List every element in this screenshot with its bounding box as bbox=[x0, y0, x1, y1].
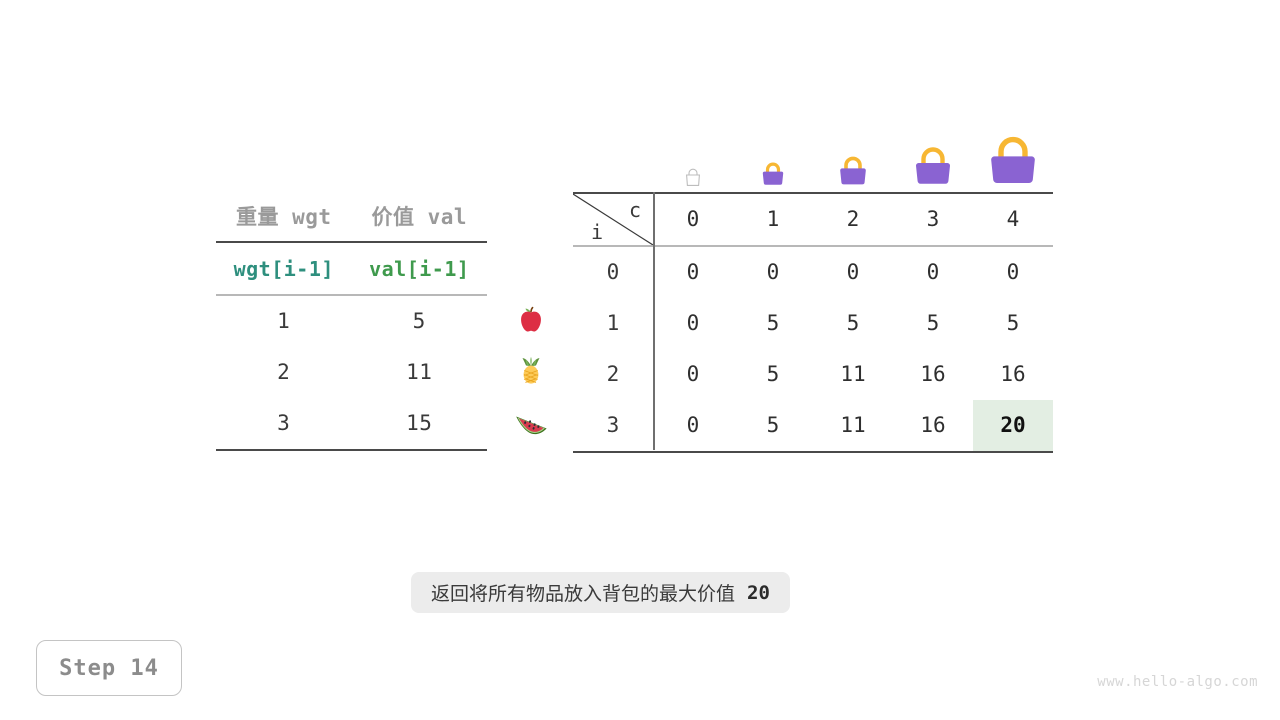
dp-row-axis-label: i bbox=[591, 220, 604, 244]
caption-value: 20 bbox=[747, 581, 770, 604]
dp-col-header-0: 0 bbox=[686, 207, 700, 231]
dp-cell-1-4: 5 bbox=[1006, 310, 1020, 335]
dp-cell-1-0: 0 bbox=[686, 310, 700, 335]
dp-col-axis-label: c bbox=[628, 198, 641, 222]
dp-cell-3-0: 0 bbox=[686, 412, 700, 437]
items-table-subheader-row: wgt[i-1] val[i-1] bbox=[216, 243, 487, 294]
bag-empty-icon bbox=[653, 125, 733, 187]
dp-row-index-0: 0 bbox=[606, 260, 620, 284]
dp-rule-top bbox=[573, 192, 1053, 194]
items-subheader-wgt: wgt[i-1] bbox=[233, 256, 334, 281]
watermelon-icon bbox=[508, 396, 554, 447]
bag-size-4-icon bbox=[973, 125, 1053, 187]
dp-vertical-divider bbox=[653, 192, 655, 450]
dp-cell-0-4: 0 bbox=[1006, 259, 1020, 284]
dp-cell-3-2: 11 bbox=[840, 412, 866, 437]
dp-cell-2-4: 16 bbox=[1000, 361, 1026, 386]
dp-cell-0-0: 0 bbox=[686, 259, 700, 284]
items-subheader-val: val[i-1] bbox=[369, 256, 470, 281]
bag-size-3-icon bbox=[893, 125, 973, 187]
items-header-value: 价值 val bbox=[371, 204, 468, 229]
step-badge-label: Step 14 bbox=[59, 655, 159, 681]
result-caption: 返回将所有物品放入背包的最大价值 20 bbox=[411, 572, 790, 613]
caption-text: 返回将所有物品放入背包的最大价值 bbox=[431, 583, 736, 605]
dp-rule-header bbox=[573, 245, 1053, 247]
item-weight-2: 2 bbox=[277, 360, 291, 384]
dp-cell-1-3: 5 bbox=[926, 310, 940, 335]
pineapple-icon bbox=[508, 345, 554, 396]
dp-cell-3-1: 5 bbox=[766, 412, 780, 437]
dp-cell-3-4-highlighted: 20 bbox=[973, 399, 1053, 451]
items-table-header-row: 重量 wgt 价值 val bbox=[216, 190, 487, 241]
apple-icon bbox=[508, 294, 554, 345]
bag-size-1-icon bbox=[733, 125, 813, 187]
table-row: 3 0 5 11 16 20 bbox=[573, 399, 1053, 451]
watermark: www.hello-algo.com bbox=[1097, 674, 1258, 690]
dp-row-index-2: 2 bbox=[606, 362, 620, 386]
dp-row-index-3: 3 bbox=[606, 413, 620, 437]
table-row: 3 15 bbox=[216, 398, 487, 449]
dp-table: i c 0 1 2 3 4 0 0 0 0 0 0 1 0 5 5 5 5 2 bbox=[573, 192, 1053, 453]
item-fruit-column bbox=[508, 294, 554, 447]
dp-rule-bottom bbox=[573, 450, 1053, 453]
item-value-2: 11 bbox=[406, 360, 433, 384]
item-value-3: 15 bbox=[406, 411, 433, 435]
diagonal-divider-icon bbox=[573, 194, 653, 245]
dp-col-header-4: 4 bbox=[1006, 207, 1020, 231]
item-weight-1: 1 bbox=[277, 309, 291, 333]
items-table: 重量 wgt 价值 val wgt[i-1] val[i-1] 1 5 2 11… bbox=[216, 190, 487, 451]
dp-col-header-3: 3 bbox=[926, 207, 940, 231]
table-row: 2 11 bbox=[216, 347, 487, 398]
table-row: 0 0 0 0 0 0 bbox=[573, 247, 1053, 298]
dp-cell-1-1: 5 bbox=[766, 310, 780, 335]
items-rule-bottom bbox=[216, 448, 487, 451]
dp-cell-0-1: 0 bbox=[766, 259, 780, 284]
items-header-weight: 重量 wgt bbox=[235, 204, 332, 229]
item-value-1: 5 bbox=[412, 309, 426, 333]
step-badge: Step 14 bbox=[36, 640, 182, 696]
bag-size-2-icon bbox=[813, 125, 893, 187]
capacity-bag-row bbox=[573, 125, 1053, 187]
dp-table-header-row: i c 0 1 2 3 4 bbox=[573, 194, 1053, 245]
dp-cell-3-3: 16 bbox=[920, 412, 946, 437]
item-weight-3: 3 bbox=[277, 411, 291, 435]
dp-cell-0-3: 0 bbox=[926, 259, 940, 284]
dp-col-header-2: 2 bbox=[846, 207, 860, 231]
items-rule-top bbox=[216, 241, 487, 243]
dp-cell-2-3: 16 bbox=[920, 361, 946, 386]
items-rule-mid bbox=[216, 294, 487, 296]
dp-cell-2-1: 5 bbox=[766, 361, 780, 386]
table-row: 1 0 5 5 5 5 bbox=[573, 298, 1053, 349]
table-row: 1 5 bbox=[216, 296, 487, 347]
dp-corner-cell: i c bbox=[573, 194, 653, 245]
dp-col-header-1: 1 bbox=[766, 207, 780, 231]
dp-cell-0-2: 0 bbox=[846, 259, 860, 284]
table-row: 2 0 5 11 16 16 bbox=[573, 349, 1053, 400]
dp-cell-2-0: 0 bbox=[686, 361, 700, 386]
dp-cell-1-2: 5 bbox=[846, 310, 860, 335]
dp-row-index-1: 1 bbox=[606, 311, 620, 335]
dp-cell-2-2: 11 bbox=[840, 361, 866, 386]
